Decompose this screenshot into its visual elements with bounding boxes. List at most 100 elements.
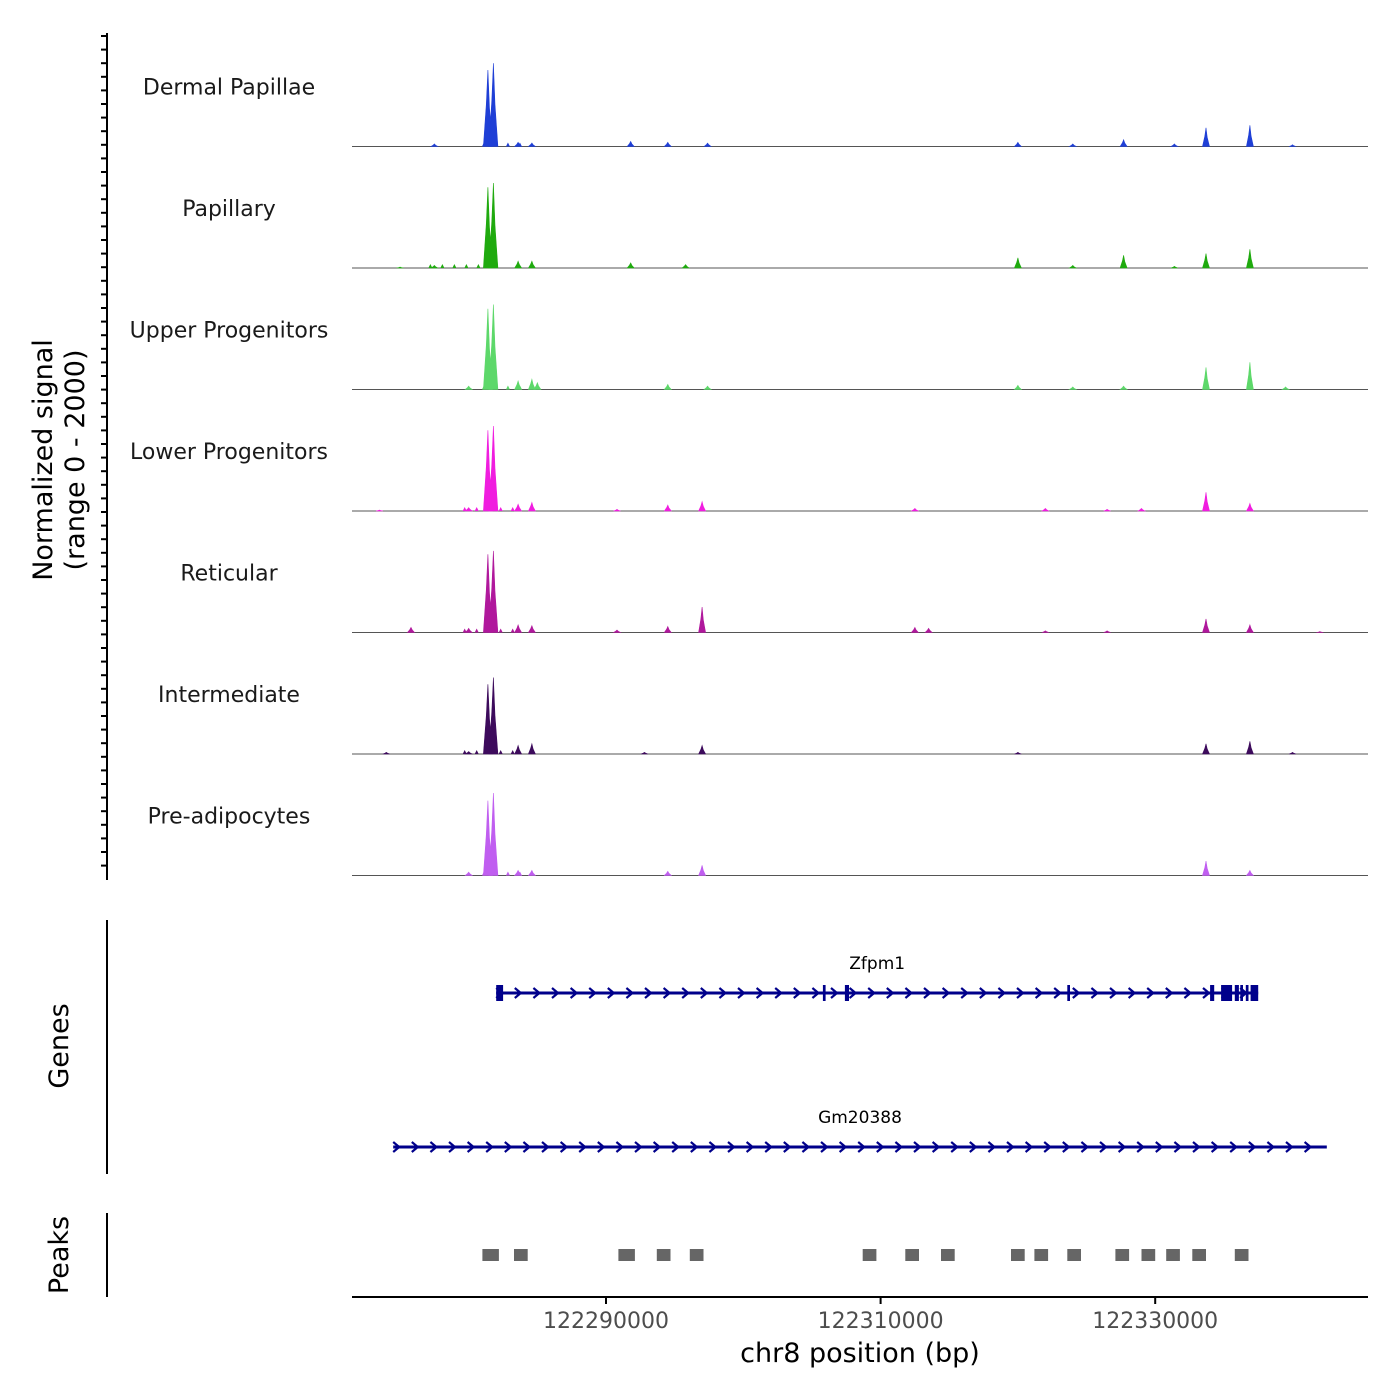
signal-peak [1013, 141, 1023, 147]
strand-arrow [1155, 1141, 1164, 1153]
signal-peak [1202, 860, 1210, 876]
strand-arrow [1127, 987, 1137, 999]
signal-peak [514, 744, 523, 755]
signal-noise [493, 142, 498, 147]
track-reticular: Reticular [180, 550, 1368, 633]
exon [1067, 985, 1070, 1001]
strand-arrow [997, 987, 1007, 999]
signal-peak [1103, 508, 1111, 512]
strand-arrow [1303, 1141, 1313, 1153]
strand-arrow [960, 987, 969, 999]
signal-peak [1245, 623, 1254, 633]
strand-arrow [1165, 987, 1174, 999]
strand-arrow [625, 987, 635, 999]
strand-arrow [644, 987, 653, 999]
signal-peak [663, 141, 673, 147]
gene-label: Gm20388 [818, 1108, 902, 1128]
signal-peak [924, 627, 933, 633]
strand-arrow [429, 1141, 439, 1153]
strand-arrow [867, 987, 876, 999]
signal-peak [1013, 384, 1023, 390]
track-label: Upper Progenitors [130, 319, 329, 344]
strand-arrow [774, 987, 783, 999]
signal-noise [517, 385, 522, 390]
signal-noise [498, 507, 503, 511]
strand-arrow [755, 987, 765, 999]
track-label: Papillary [182, 197, 276, 222]
signal-peak [1246, 249, 1254, 269]
signal-peak [910, 626, 920, 633]
strand-arrow [671, 1141, 680, 1153]
track-dermal-papillae: Dermal Papillae [143, 63, 1368, 147]
peak-block [905, 1249, 919, 1261]
signal-peak [1245, 741, 1254, 755]
strand-arrow [541, 1141, 550, 1153]
peak-block [1166, 1249, 1180, 1261]
strand-arrow [1072, 987, 1081, 999]
strand-arrow [1248, 1141, 1257, 1153]
signal-peak [514, 260, 523, 269]
signal-peak [698, 606, 706, 633]
exon [1250, 985, 1259, 1001]
signal-noise [493, 871, 498, 876]
signal-peak [1202, 492, 1210, 512]
signal-noise [474, 507, 479, 511]
strand-arrow [551, 987, 560, 999]
x-tick-label: 122290000 [543, 1309, 669, 1334]
signal-peak [1245, 869, 1255, 876]
track-upper-progenitors: Upper Progenitors [130, 304, 1368, 390]
signal-noise [486, 750, 491, 754]
signal-peak [1136, 507, 1147, 512]
x-tick-label: 122310000 [818, 1309, 944, 1334]
strand-arrow [1210, 1141, 1220, 1153]
strand-arrow [894, 1141, 904, 1153]
signal-peak [396, 266, 404, 269]
strand-arrow [783, 1141, 792, 1153]
strand-arrow [838, 1141, 848, 1153]
signal-peak [464, 385, 474, 390]
strand-arrow [969, 1141, 978, 1153]
peak-block [482, 1249, 499, 1261]
signal-peak [488, 425, 499, 512]
peak-block [1115, 1249, 1130, 1261]
peak-block [1067, 1249, 1081, 1261]
signal-peak [1068, 143, 1078, 147]
signal-peak [488, 182, 499, 269]
signal-peak [612, 629, 622, 633]
strand-arrow [1266, 1141, 1276, 1153]
x-axis-ticks: 122290000 122310000 122330000 [543, 1297, 1218, 1334]
signal-peak [527, 624, 536, 633]
track-intermediate: Intermediate [158, 677, 1368, 755]
signal-noise [481, 142, 486, 147]
strand-arrow [1024, 1141, 1034, 1153]
signal-noise [498, 750, 503, 754]
strand-arrow [876, 1141, 885, 1153]
signal-peak [527, 742, 536, 755]
strand-arrow [1192, 1141, 1201, 1153]
signal-peak [406, 626, 416, 633]
strand-arrow [662, 987, 672, 999]
signal-peak [1068, 264, 1078, 269]
strand-arrow [522, 1141, 532, 1153]
signal-peak [464, 871, 474, 876]
signal-peak [1288, 751, 1297, 755]
signal-peak [527, 260, 536, 269]
strand-arrow [830, 987, 839, 999]
gene-gm20388: Gm20388 [392, 1108, 1327, 1153]
x-axis-title: chr8 position (bp) [740, 1338, 980, 1369]
strand-arrow [923, 987, 932, 999]
strand-arrow [857, 1141, 866, 1153]
signal-peak [910, 507, 920, 512]
signal-noise [505, 142, 510, 147]
signal-peak [1041, 630, 1050, 633]
gene-label: Zfpm1 [849, 954, 905, 974]
strand-arrow [1043, 1141, 1052, 1153]
y-axis-title-line1: Normalized signal [28, 339, 59, 581]
strand-arrow [1053, 987, 1062, 999]
peaks-panel-title: Peaks [44, 1216, 75, 1294]
signal-noise [498, 628, 503, 633]
strand-arrow [448, 1141, 457, 1153]
signal-noise [517, 142, 522, 147]
signal-peak [488, 677, 499, 755]
signal-peak [527, 501, 536, 512]
